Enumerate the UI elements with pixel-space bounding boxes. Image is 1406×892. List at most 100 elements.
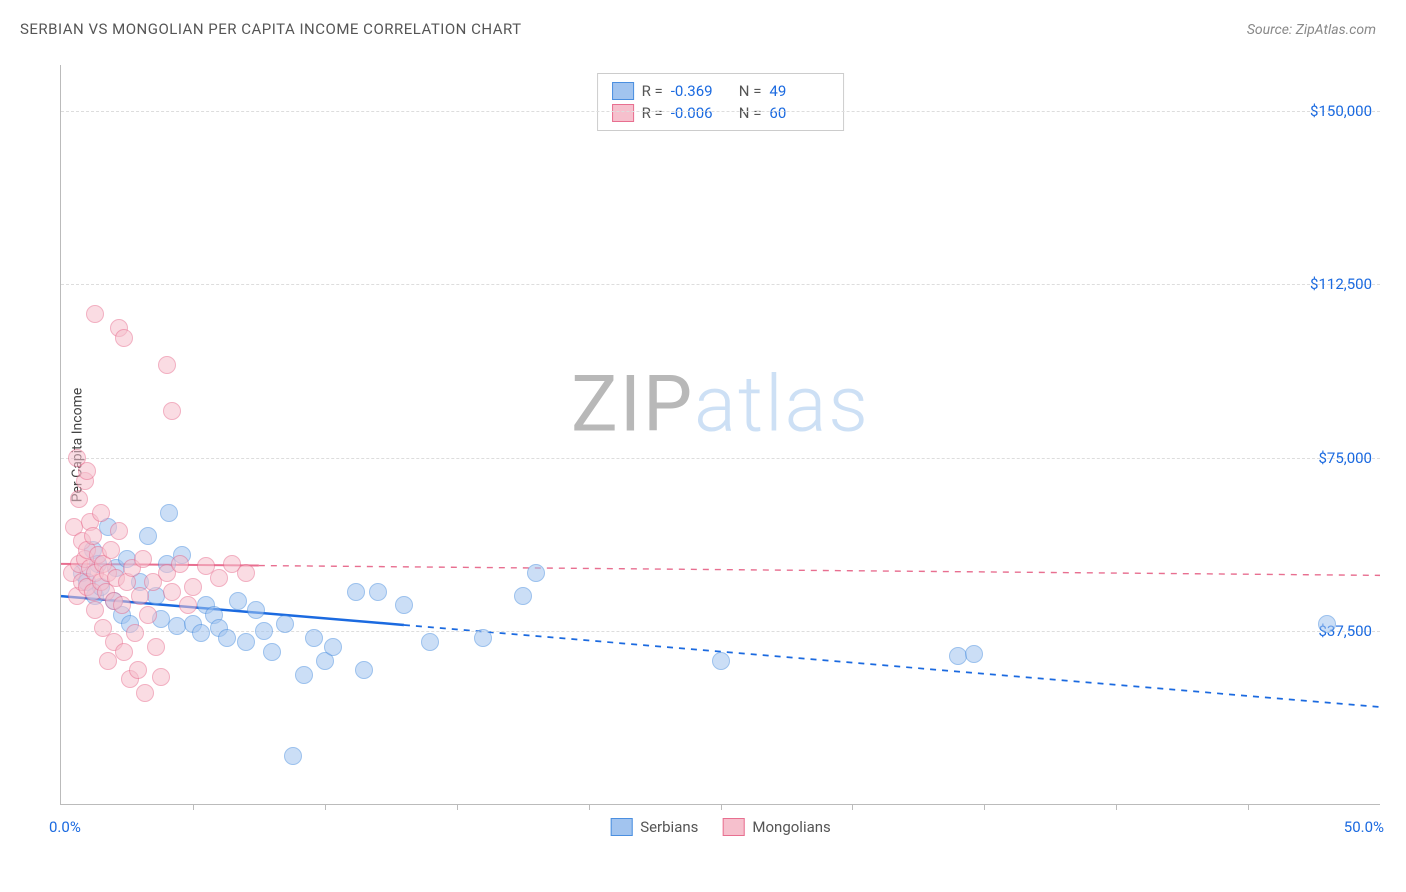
scatter-point: [134, 550, 152, 568]
scatter-point: [237, 564, 255, 582]
scatter-point: [474, 629, 492, 647]
y-tick-label: $150,000: [1310, 102, 1372, 120]
y-tick-label: $112,500: [1310, 275, 1372, 293]
scatter-point: [237, 633, 255, 651]
scatter-point: [99, 652, 117, 670]
scatter-point: [115, 643, 133, 661]
scatter-point: [229, 592, 247, 610]
chart-header: SERBIAN VS MONGOLIAN PER CAPITA INCOME C…: [0, 0, 1406, 48]
scatter-point: [160, 504, 178, 522]
x-tick: [457, 804, 458, 810]
scatter-point: [113, 596, 131, 614]
scatter-point: [514, 587, 532, 605]
scatter-point: [102, 541, 120, 559]
swatch-mongolians: [722, 818, 744, 836]
chart-container: Per Capita Income ZIPatlas R = -0.369 N …: [50, 55, 1390, 835]
series-name-serbians: Serbians: [640, 818, 698, 836]
legend-n-value-serbians: 49: [769, 82, 829, 100]
scatter-point: [395, 596, 413, 614]
scatter-point: [324, 638, 342, 656]
swatch-serbians: [610, 818, 632, 836]
legend-item-serbians: Serbians: [610, 818, 698, 836]
scatter-point: [305, 629, 323, 647]
scatter-point: [70, 490, 88, 508]
scatter-point: [1318, 615, 1336, 633]
scatter-point: [139, 606, 157, 624]
scatter-point: [421, 633, 439, 651]
scatter-point: [163, 402, 181, 420]
watermark: ZIPatlas: [571, 359, 870, 450]
legend-r-label: R =: [642, 104, 663, 122]
x-tick: [1248, 804, 1249, 810]
source-attribution: Source: ZipAtlas.com: [1247, 22, 1376, 38]
source-prefix: Source:: [1247, 22, 1296, 38]
swatch-serbians: [612, 82, 634, 100]
x-tick: [852, 804, 853, 810]
legend-row-mongolians: R = -0.006 N = 60: [612, 102, 830, 124]
scatter-point: [86, 601, 104, 619]
scatter-point: [78, 462, 96, 480]
legend-item-mongolians: Mongolians: [722, 818, 830, 836]
x-tick: [193, 804, 194, 810]
legend-n-label: N =: [739, 82, 762, 100]
scatter-point: [84, 527, 102, 545]
x-tick: [721, 804, 722, 810]
series-legend: Serbians Mongolians: [610, 818, 831, 836]
x-tick: [325, 804, 326, 810]
plot-area: ZIPatlas R = -0.369 N = 49 R = -0.006 N …: [60, 65, 1380, 805]
scatter-point: [527, 564, 545, 582]
scatter-point: [255, 622, 273, 640]
legend-r-value-mongolians: -0.006: [671, 104, 731, 122]
scatter-point: [712, 652, 730, 670]
scatter-point: [158, 356, 176, 374]
scatter-point: [129, 661, 147, 679]
legend-r-label: R =: [642, 82, 663, 100]
scatter-point: [369, 583, 387, 601]
scatter-point: [276, 615, 294, 633]
watermark-atlas: atlas: [694, 359, 870, 450]
gridline: [61, 458, 1380, 459]
scatter-point: [86, 305, 104, 323]
x-tick: [589, 804, 590, 810]
y-tick-label: $75,000: [1318, 449, 1372, 467]
scatter-point: [247, 601, 265, 619]
legend-r-value-serbians: -0.369: [671, 82, 731, 100]
scatter-point: [184, 578, 202, 596]
source-name: ZipAtlas.com: [1296, 22, 1376, 38]
trend-lines-layer: [61, 65, 1380, 804]
scatter-point: [126, 624, 144, 642]
scatter-point: [210, 569, 228, 587]
scatter-point: [110, 522, 128, 540]
legend-n-label: N =: [739, 104, 762, 122]
scatter-point: [152, 668, 170, 686]
scatter-point: [92, 504, 110, 522]
scatter-point: [131, 587, 149, 605]
scatter-point: [163, 583, 181, 601]
scatter-point: [115, 329, 133, 347]
scatter-point: [139, 527, 157, 545]
scatter-point: [218, 629, 236, 647]
scatter-point: [192, 624, 210, 642]
scatter-point: [284, 747, 302, 765]
gridline: [61, 284, 1380, 285]
scatter-point: [347, 583, 365, 601]
scatter-point: [171, 555, 189, 573]
x-axis-min-label: 0.0%: [49, 818, 81, 836]
scatter-point: [263, 643, 281, 661]
scatter-point: [295, 666, 313, 684]
scatter-point: [355, 661, 373, 679]
series-name-mongolians: Mongolians: [752, 818, 830, 836]
scatter-point: [147, 638, 165, 656]
correlation-legend: R = -0.369 N = 49 R = -0.006 N = 60: [597, 73, 845, 131]
swatch-mongolians: [612, 104, 634, 122]
x-tick: [984, 804, 985, 810]
chart-title: SERBIAN VS MONGOLIAN PER CAPITA INCOME C…: [20, 20, 522, 38]
scatter-point: [179, 596, 197, 614]
scatter-point: [136, 684, 154, 702]
gridline: [61, 111, 1380, 112]
x-tick: [1116, 804, 1117, 810]
x-axis-max-label: 50.0%: [1344, 818, 1384, 836]
watermark-zip: ZIP: [571, 359, 694, 450]
scatter-point: [965, 645, 983, 663]
legend-row-serbians: R = -0.369 N = 49: [612, 80, 830, 102]
